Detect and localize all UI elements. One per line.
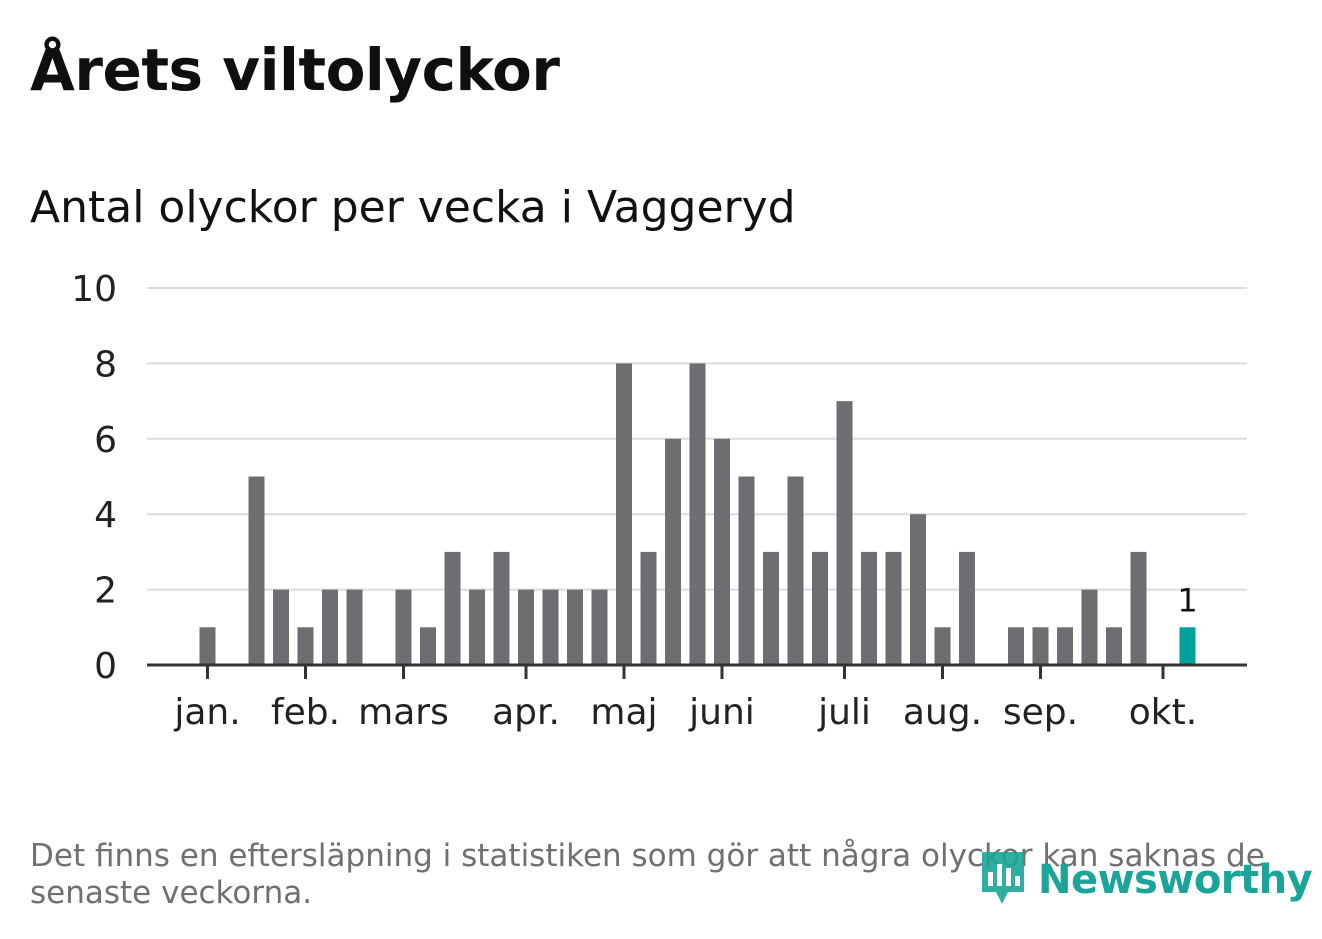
bar-week-8	[346, 589, 363, 665]
bar-week-18	[591, 589, 608, 665]
bar-week-31	[910, 514, 926, 665]
y-tick-label-6: 6	[94, 420, 117, 461]
bar-week-6	[297, 627, 314, 665]
bar-week-15	[518, 589, 534, 665]
x-tick-label-aug.: aug.	[903, 692, 982, 733]
chart-subtitle: Antal olyckor per vecka i Vaggeryd	[30, 182, 796, 233]
bar-week-37	[1057, 627, 1073, 665]
x-tick-label-mars: mars	[358, 692, 449, 733]
bar-week-40	[1130, 551, 1147, 665]
x-tick-label-juli: juli	[817, 692, 871, 733]
bar-week-23	[714, 438, 730, 665]
x-tick-label-maj: maj	[590, 692, 657, 733]
bar-week-29	[861, 551, 877, 665]
bar-week-24	[738, 476, 755, 665]
newsworthy-logo: Newsworthy	[978, 848, 1313, 912]
x-tick-label-okt.: okt.	[1129, 692, 1197, 733]
bar-week-10	[395, 589, 412, 665]
bar-week-28	[836, 401, 853, 665]
bar-week-33	[959, 551, 975, 665]
bar-week-2	[199, 627, 216, 665]
bar-week-38	[1081, 589, 1098, 665]
x-tick-label-sep.: sep.	[1003, 692, 1078, 733]
x-tick-label-apr.: apr.	[492, 692, 560, 733]
bar-latest-week	[1179, 627, 1196, 665]
bar-week-16	[542, 589, 559, 665]
bar-week-32	[934, 627, 951, 665]
x-tick-label-juni: juni	[688, 692, 755, 733]
bar-week-17	[567, 589, 583, 665]
bar-week-7	[322, 589, 338, 665]
chart-title: Årets viltolyckor	[30, 36, 560, 104]
bar-week-11	[420, 627, 436, 665]
data-label-latest-week: 1	[1177, 581, 1197, 619]
bar-week-36	[1032, 627, 1049, 665]
bar-week-12	[444, 551, 461, 665]
y-tick-label-2: 2	[94, 571, 117, 612]
bar-week-14	[493, 551, 510, 665]
x-tick-label-feb.: feb.	[271, 692, 340, 733]
x-tick-label-jan.: jan.	[173, 692, 240, 733]
bars	[199, 363, 1196, 665]
bar-chart: 0 2 4 6 8 10 jan. feb. mars apr. maj juni juli aug. s…	[71, 269, 1247, 733]
bar-week-19	[616, 363, 632, 665]
bar-week-26	[787, 476, 804, 665]
y-tick-label-8: 8	[94, 344, 117, 385]
y-tick-label-0: 0	[94, 646, 117, 687]
bar-week-5	[273, 589, 289, 665]
y-tick-label-10: 10	[71, 269, 117, 310]
footnote: Det finns en eftersläpning i statistiken…	[30, 838, 1265, 911]
bar-week-4	[248, 476, 265, 665]
newsworthy-logo-icon	[982, 852, 1024, 904]
bar-week-35	[1008, 627, 1024, 665]
bar-week-22	[689, 363, 706, 665]
y-tick-label-4: 4	[94, 495, 117, 536]
bar-week-27	[812, 551, 828, 665]
bar-week-21	[665, 438, 681, 665]
bar-week-25	[763, 551, 779, 665]
bar-week-30	[885, 551, 902, 665]
x-axis-month-ticks: jan. feb. mars apr. maj juni juli aug. sep. okt.	[173, 665, 1197, 733]
newsworthy-logo-text: Newsworthy	[1038, 857, 1313, 903]
y-axis-ticks: 0 2 4 6 8 10	[71, 269, 117, 687]
bar-week-39	[1106, 627, 1122, 665]
data-labels: 1	[1177, 581, 1197, 619]
bar-week-20	[640, 551, 657, 665]
bar-week-13	[469, 589, 485, 665]
